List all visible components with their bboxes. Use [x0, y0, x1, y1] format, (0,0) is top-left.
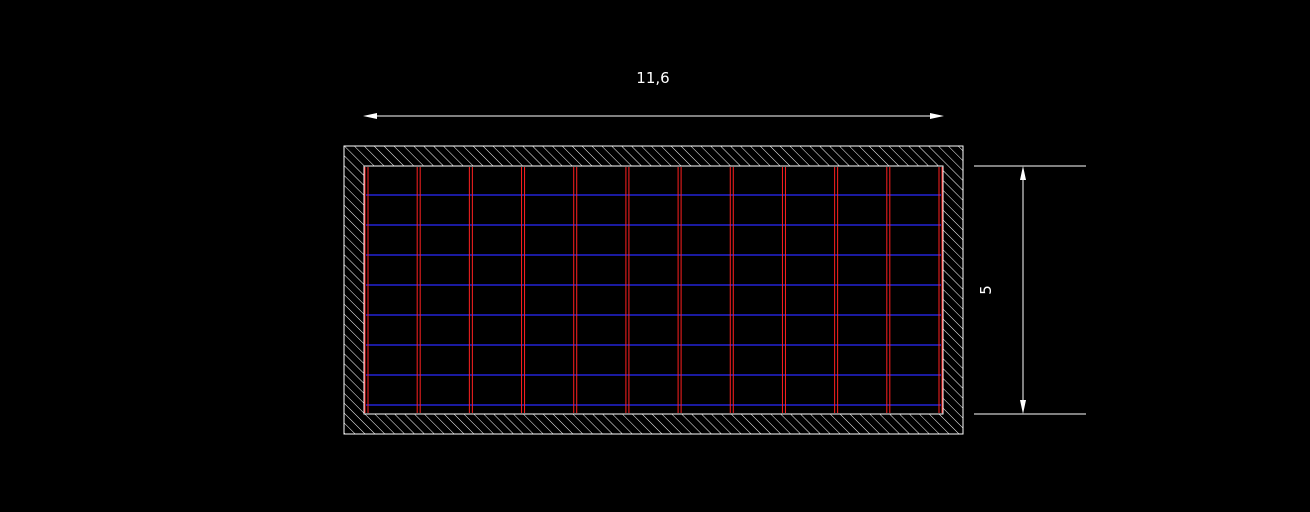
width-dimension-label: 11,6 — [636, 69, 669, 87]
transverse-bars-group — [366, 194, 941, 406]
width-dimension: 11,6 — [363, 69, 944, 119]
width-arrow-left-icon — [363, 113, 377, 119]
longitudinal-bar-pair — [364, 167, 369, 413]
longitudinal-bar-pair — [625, 167, 630, 413]
height-dimension: 5 — [974, 165, 1086, 415]
longitudinal-bar-pair — [416, 167, 421, 413]
longitudinal-bar-pair — [834, 167, 839, 413]
width-arrow-right-icon — [930, 113, 944, 119]
hatched-wall — [343, 145, 964, 435]
longitudinal-bar-pair — [886, 167, 891, 413]
longitudinal-bar-pair — [781, 167, 786, 413]
longitudinal-bar-pair — [573, 167, 578, 413]
outer-outline — [343, 145, 964, 435]
inner-outline — [363, 165, 944, 415]
longitudinal-bar-pair — [729, 167, 734, 413]
height-dimension-label: 5 — [977, 285, 995, 295]
longitudinal-bars-group — [364, 167, 943, 413]
longitudinal-bar-pair — [677, 167, 682, 413]
height-arrow-top-icon — [1020, 166, 1026, 180]
longitudinal-bar-pair — [468, 167, 473, 413]
longitudinal-bar-pair — [938, 167, 943, 413]
longitudinal-bar-pair — [521, 167, 526, 413]
height-arrow-bottom-icon — [1020, 400, 1026, 414]
